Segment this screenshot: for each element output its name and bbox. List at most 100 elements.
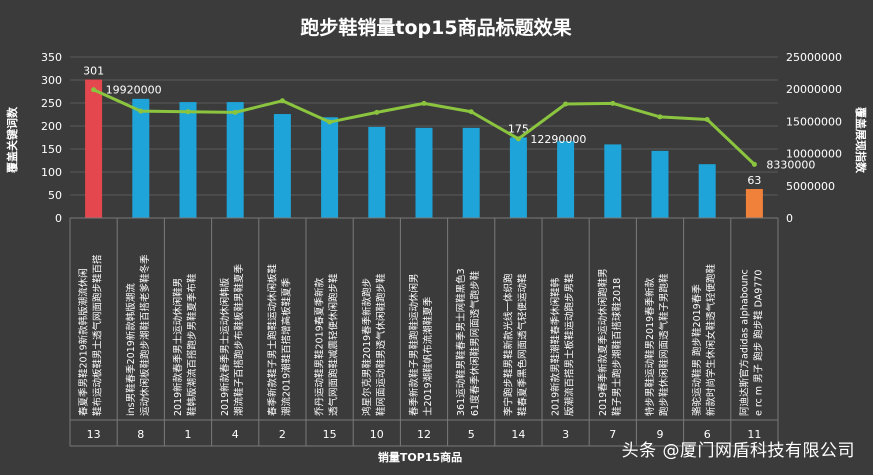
left-axis: 0 50 100 150 200 250 300 350 (41, 51, 62, 225)
line-point (657, 114, 663, 120)
y-left-tick-label: 300 (41, 74, 62, 87)
category-rank-label: 3 (562, 428, 569, 441)
category-label: 鞋布运动板鞋男士透气网面跑步鞋百搭 (92, 254, 104, 416)
category-label: 春季新款鞋子男鞋跑鞋运动休闲男 (408, 273, 420, 416)
y-left-tick-label: 50 (48, 189, 62, 202)
category-label: 透气网面跑鞋减震轻便休闲跑步鞋 (328, 273, 340, 416)
line-point (468, 109, 474, 115)
bar (321, 117, 339, 218)
category-label: 骆驼运动鞋男 跑步鞋2019春季 (691, 284, 703, 416)
category-rank-label: 11 (747, 428, 761, 441)
y-left-tick-label: 150 (41, 143, 62, 156)
y-axis-right-label: 覆盖展现指数 (854, 107, 868, 174)
bar (132, 98, 150, 218)
category-label: 潮流鞋子百搭跑步布鞋板鞋男鞋夏季 (233, 263, 245, 416)
category-label: 潮流2019潮鞋百搭增高板鞋夏季 (280, 277, 292, 416)
category-label: 士2019潮鞋帆布流潮鞋夏季 (422, 296, 434, 416)
x-axis-label: 销量TOP15商品 (378, 450, 462, 464)
category-label: 2019新款春季男士运动休闲鞋男 (172, 278, 184, 416)
line-point (138, 108, 144, 114)
category-rank-label: 15 (323, 428, 337, 441)
x-category-labels: 春夏季男鞋2019新款韩版潮流休闲 鞋布运动板鞋男士透气网面跑步鞋百搭13ins男… (69, 217, 779, 447)
category-rank-label: 1 (185, 428, 192, 441)
bar-data-label: 63 (747, 174, 761, 187)
line-point (563, 101, 569, 107)
category-rank-label: 8 (137, 428, 144, 441)
bar (462, 127, 480, 218)
category-label: 鞋子男士跑步潮鞋百搭球鞋2018 (611, 278, 623, 416)
category-label: 鞋网面运动鞋男透气休闲鞋跑步鞋 (375, 273, 387, 416)
category-rank-label: 6 (704, 428, 711, 441)
category-label: 2019春季新款夏季运动休闲跑鞋男 (597, 268, 609, 416)
category-label: 鞋春夏季黑色网面透气轻便运动鞋 (516, 273, 528, 416)
chart-title: 跑步鞋销量top15商品标题效果 (300, 16, 571, 39)
category-label: 2019新款春季男士运动休闲韩版 (219, 277, 231, 416)
y-right-tick-label: 5000000 (786, 180, 835, 193)
bar (557, 141, 575, 218)
bar (415, 127, 433, 218)
line-point (91, 87, 97, 93)
category-label: 春夏季男鞋2019新款韩版潮流休闲 (78, 268, 90, 416)
category-label: 阿迪达斯官方adidas alphabounc (738, 269, 750, 416)
line-point (704, 116, 710, 122)
category-label: e rc m 男子 跑步 跑步鞋 DA9770 (752, 270, 764, 416)
category-rank-label: 14 (511, 428, 525, 441)
category-label: 版潮流百搭男士板鞋运动跑步男鞋 (564, 273, 576, 416)
y-axis-left-label: 覆盖关键词数 (5, 106, 19, 173)
line-point (421, 100, 427, 106)
category-label: 61度春季休闲鞋男网面透气跑步鞋 (469, 270, 481, 416)
category-label: 鸿星尔克男鞋2019春季新款跑步 (361, 278, 373, 416)
bar-data-label: 301 (83, 65, 104, 78)
y-left-tick-label: 200 (41, 120, 62, 133)
y-left-tick-label: 350 (41, 51, 62, 64)
category-label: 运动休闲板鞋跑步潮鞋百搭老爹鞋冬季 (139, 254, 151, 416)
category-label: 跑步鞋休闲鞋网面透气鞋子男跑鞋 (658, 273, 670, 416)
line-point (279, 98, 285, 104)
category-label: 特步男鞋运动鞋男2019春季新款 (644, 277, 656, 416)
bar (509, 137, 527, 218)
bar-data-label: 175 (508, 123, 529, 136)
bar (273, 114, 291, 218)
line-point (185, 109, 191, 115)
y-left-tick-label: 0 (55, 212, 62, 225)
line-point (751, 161, 757, 167)
y-right-tick-label: 15000000 (786, 115, 842, 128)
line-data-label: 12290000 (530, 133, 586, 146)
category-label: ins男鞋春季2019新款韩版潮流 (125, 283, 137, 416)
line-point (327, 119, 333, 125)
category-rank-label: 4 (232, 428, 239, 441)
y-right-tick-label: 10000000 (786, 148, 842, 161)
category-rank-label: 5 (468, 428, 475, 441)
category-label: 春季新款鞋子男士跑鞋运动休闲板鞋 (266, 263, 278, 416)
bar (85, 79, 103, 218)
line-point (232, 109, 238, 115)
category-rank-label: 10 (370, 428, 384, 441)
category-label: 乔丹运动鞋男鞋2019春夏季新款 (314, 277, 326, 416)
line-point (610, 100, 616, 106)
y-left-tick-label: 100 (41, 166, 62, 179)
category-label: 李宁跑步鞋男鞋新款光线一体织跑 (502, 273, 514, 416)
right-axis: 0 5000000 10000000 15000000 20000000 25000000 (786, 51, 842, 225)
watermark: 头条 @厦门网盾科技有限公司 (621, 441, 855, 461)
category-rank-label: 13 (87, 428, 101, 441)
line-point (374, 109, 380, 115)
category-label: 361运动鞋男鞋春季男士网鞋黑色3 (455, 268, 467, 416)
bar-series: 301 175 63 (83, 65, 763, 218)
category-label: 鞋韩版潮流百搭跑步男鞋夏季布鞋 (186, 273, 198, 416)
category-label: 新款时尚学生休闲女鞋透气轻便跑鞋 (705, 263, 717, 416)
bar (698, 164, 716, 218)
line-point (515, 136, 521, 142)
bar (179, 102, 197, 218)
category-rank-label: 9 (657, 428, 664, 441)
bar (745, 189, 763, 218)
category-rank-label: 2 (279, 428, 286, 441)
bar (604, 144, 622, 218)
category-rank-label: 7 (609, 428, 616, 441)
y-left-tick-label: 250 (41, 97, 62, 110)
category-label: 2019新款男鞋潮鞋春季休闲鞋韩 (550, 277, 562, 416)
y-right-tick-label: 0 (786, 212, 793, 225)
bar (368, 126, 386, 218)
bar (651, 150, 669, 218)
